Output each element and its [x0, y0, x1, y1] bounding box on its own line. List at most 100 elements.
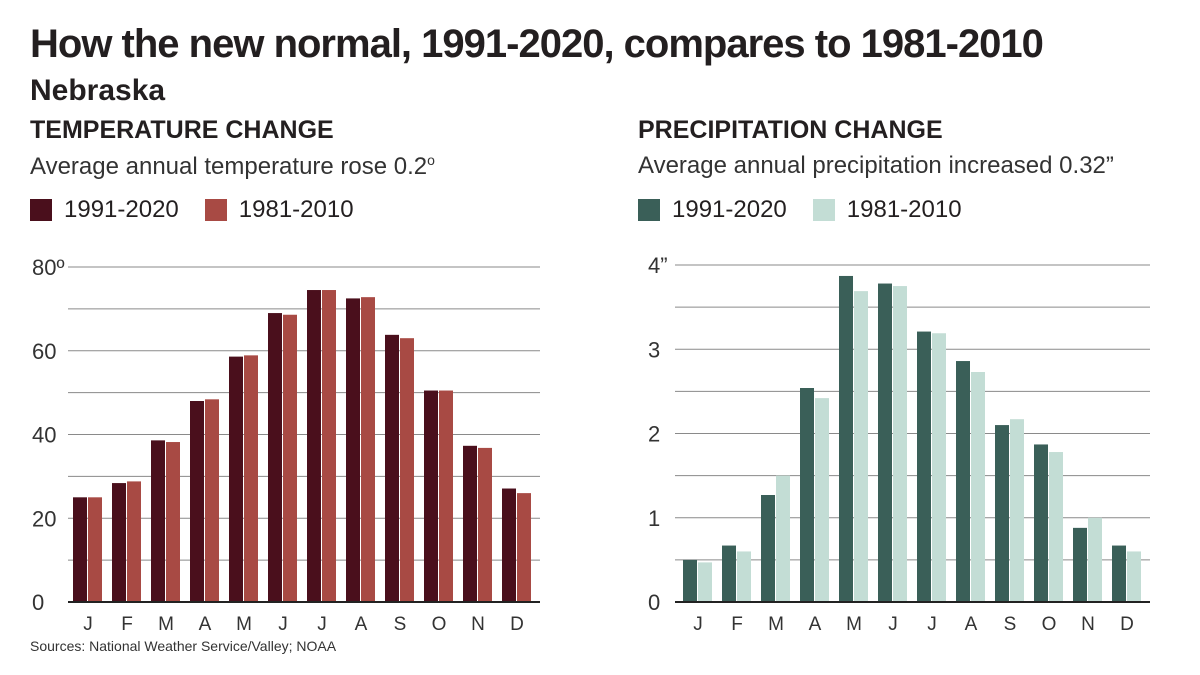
bar-1981-2010-A	[971, 371, 985, 602]
legend-swatch	[30, 199, 52, 221]
legend-swatch	[204, 199, 227, 221]
legend-label: 1981-2010	[846, 196, 962, 223]
bar-1991-2020-M	[761, 495, 775, 602]
page-subtitle: Nebraska	[30, 74, 166, 107]
x-tick-label: D	[510, 614, 524, 635]
y-tick-label: 0	[32, 590, 44, 615]
bar-1991-2020-F	[112, 483, 126, 602]
y-tick-label: 1	[648, 506, 660, 531]
x-tick-label: N	[1081, 614, 1095, 635]
bar-1981-2010-F	[127, 481, 141, 602]
bar-1991-2020-O	[424, 390, 438, 602]
bar-1981-2010-O	[1049, 452, 1063, 602]
bar-1991-2020-J	[73, 497, 87, 602]
x-tick-label: O	[432, 614, 447, 635]
x-tick-label: J	[693, 614, 703, 635]
x-tick-label: S	[1004, 614, 1017, 635]
y-tick-label: 3	[648, 337, 660, 362]
bar-1991-2020-O	[1034, 444, 1048, 602]
x-tick-label: F	[731, 614, 743, 635]
temperature-subtitle-text: Average annual temperature rose 0.2	[30, 153, 428, 180]
x-tick-label: A	[809, 614, 822, 635]
bar-1981-2010-J	[322, 290, 336, 602]
bar-1981-2010-M	[854, 291, 868, 602]
bar-1981-2010-J	[932, 333, 946, 602]
legend-item-1991-2020: 1991-2020	[638, 196, 787, 224]
bar-1981-2010-S	[1010, 419, 1024, 602]
y-tick-label: 80º	[32, 255, 65, 280]
x-tick-label: D	[1120, 614, 1134, 635]
y-tick-label: 4”	[648, 253, 668, 278]
x-tick-label: N	[471, 614, 485, 635]
legend-item-1991-2020: 1991-2020	[30, 196, 179, 224]
bar-1981-2010-D	[517, 493, 531, 602]
x-tick-label: A	[355, 614, 368, 635]
y-tick-label: 60	[32, 339, 56, 364]
bar-1991-2020-A	[346, 298, 360, 602]
x-tick-label: O	[1042, 614, 1057, 635]
bar-1981-2010-O	[439, 390, 453, 602]
page-title: How the new normal, 1991-2020, compares …	[30, 22, 1044, 66]
bar-1991-2020-F	[722, 545, 736, 602]
temperature-chart: 0 20 40 60 80º J F M A M J J A S O N D	[32, 255, 540, 635]
legend-swatch	[812, 199, 835, 221]
bar-1991-2020-J	[268, 313, 282, 602]
x-tick-label: J	[888, 614, 898, 635]
y-tick-label: 2	[648, 422, 660, 447]
bar-1991-2020-J	[307, 290, 321, 602]
legend-item-1981-2010: 1981-2010	[812, 196, 962, 224]
x-tick-label: J	[83, 614, 93, 635]
bar-1981-2010-J	[698, 562, 712, 602]
precipitation-chart: 0 1 2 3 4” J F M A M J J A S O N D	[648, 253, 1150, 635]
legend-swatch	[638, 199, 660, 221]
bar-1991-2020-A	[190, 401, 204, 602]
y-tick-label: 20	[32, 506, 56, 531]
bar-1991-2020-J	[917, 331, 931, 602]
degree-mark: o	[427, 152, 435, 168]
x-tick-label: J	[278, 614, 288, 635]
bar-1981-2010-J	[283, 314, 297, 602]
temperature-legend: 1991-2020 1981-2010	[30, 196, 380, 224]
bar-1991-2020-D	[1112, 545, 1126, 602]
bar-1981-2010-A	[205, 399, 219, 602]
y-tick-label: 0	[648, 590, 660, 615]
bar-1981-2010-M	[166, 442, 180, 602]
y-tick-label: 40	[32, 423, 56, 448]
x-tick-label: M	[236, 614, 252, 635]
legend-label: 1981-2010	[238, 196, 354, 223]
precipitation-chart-subtitle: Average annual precipitation increased 0…	[638, 152, 1114, 179]
precipitation-chart-title: PRECIPITATION CHANGE	[638, 116, 943, 144]
x-tick-label: J	[317, 614, 327, 635]
temperature-chart-title: TEMPERATURE CHANGE	[30, 116, 334, 144]
x-tick-label: F	[121, 614, 133, 635]
bar-1981-2010-M	[244, 355, 258, 602]
bar-1981-2010-F	[737, 551, 751, 602]
bar-1991-2020-A	[956, 361, 970, 602]
bar-1991-2020-J	[683, 559, 697, 602]
bar-1991-2020-M	[839, 275, 853, 602]
bar-1981-2010-D	[1127, 551, 1141, 602]
legend-label: 1991-2020	[64, 196, 179, 223]
x-tick-label: A	[965, 614, 978, 635]
bar-1981-2010-N	[478, 447, 492, 602]
bar-1991-2020-N	[1073, 527, 1087, 602]
bar-1981-2010-J	[88, 497, 102, 602]
bar-1991-2020-A	[800, 388, 814, 602]
x-tick-label: M	[768, 614, 784, 635]
x-tick-label: S	[394, 614, 407, 635]
bar-1981-2010-A	[361, 297, 375, 602]
precipitation-legend: 1991-2020 1981-2010	[638, 196, 988, 224]
x-tick-label: A	[199, 614, 212, 635]
x-tick-label: J	[927, 614, 937, 635]
bar-1981-2010-S	[400, 338, 414, 602]
bar-1991-2020-J	[878, 283, 892, 602]
legend-label: 1991-2020	[672, 196, 787, 223]
bar-1991-2020-S	[995, 425, 1009, 602]
bar-1981-2010-N	[1088, 517, 1102, 602]
bar-1991-2020-M	[229, 356, 243, 602]
temperature-chart-subtitle: Average annual temperature rose 0.2o	[30, 152, 435, 181]
source-note: Sources: National Weather Service/Valley…	[30, 638, 337, 654]
bar-1991-2020-M	[151, 440, 165, 602]
bar-1991-2020-N	[463, 445, 477, 602]
legend-item-1981-2010: 1981-2010	[204, 196, 354, 224]
